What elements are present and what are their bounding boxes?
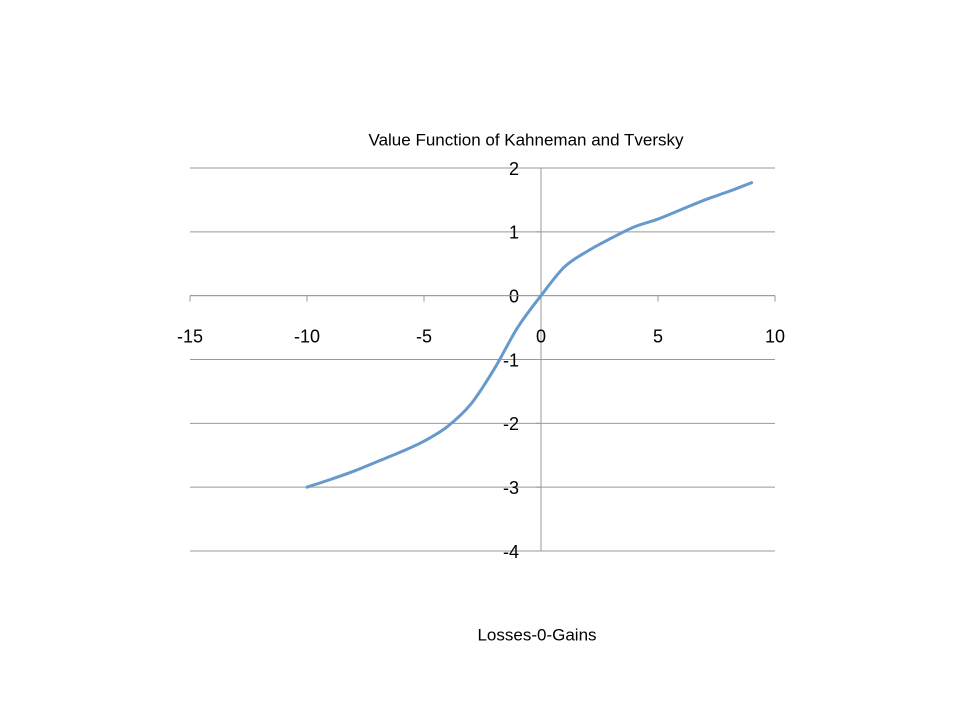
x-axis-label: Losses-0-Gains <box>477 625 596 644</box>
y-tick-label: -1 <box>503 350 519 370</box>
line-series <box>305 181 754 489</box>
x-tick-label: 5 <box>653 326 663 346</box>
y-tick-label: 0 <box>509 286 519 306</box>
x-tick-label: 10 <box>765 326 785 346</box>
y-tick-label: 1 <box>509 223 519 243</box>
y-tick-label: -2 <box>503 414 519 434</box>
x-tick-label: -15 <box>177 326 203 346</box>
y-tick-label: -4 <box>503 542 519 562</box>
x-tick-label: -10 <box>294 326 320 346</box>
chart-title: Value Function of Kahneman and Tversky <box>369 130 684 149</box>
x-tick-label: -5 <box>416 326 432 346</box>
y-tick-label: -3 <box>503 478 519 498</box>
x-tick-label: 0 <box>536 326 546 346</box>
y-tick-label: 2 <box>509 159 519 179</box>
